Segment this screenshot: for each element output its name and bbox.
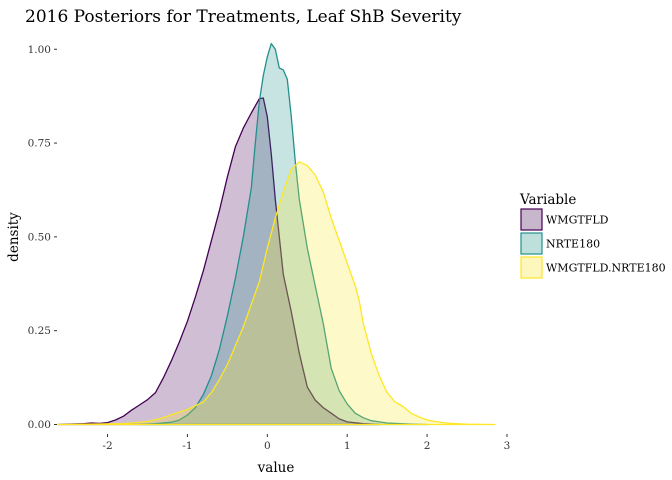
x-tick-label: -1 [182,440,192,452]
chart-title: 2016 Posteriors for Treatments, Leaf ShB… [25,7,462,27]
x-tick-label: 1 [344,440,351,452]
x-axis-label: value [257,460,295,476]
x-tick-label: 3 [504,440,511,452]
legend-label-2: NRTE180 [546,238,600,251]
y-axis-label: density [6,212,22,262]
x-tick-label: -2 [102,440,112,452]
legend-title: Variable [519,192,576,208]
legend-swatch-3 [520,256,543,279]
y-axis: 0.00 0.25 0.50 0.75 1.00 [28,44,57,431]
density-area-1 [57,97,380,426]
plot-area [57,42,496,426]
density-area-3 [57,161,496,426]
legend-swatch-2 [520,232,543,255]
y-tick-label: 1.00 [28,44,51,56]
y-tick-label: 0.75 [28,138,51,150]
y-tick-label: 0.00 [28,419,51,431]
density-area-2 [138,42,428,426]
legend-label-1: WMGTFLD [546,214,609,227]
y-tick-label: 0.50 [28,231,51,243]
x-tick-label: 2 [424,440,431,452]
x-tick-label: 0 [264,440,271,452]
legend-swatch-1 [520,208,543,231]
y-tick-label: 0.25 [28,325,51,337]
x-axis: -2 -1 0 1 2 3 [102,434,510,452]
legend-label-3: WMGTFLD.NRTE180 [546,262,666,275]
legend: Variable WMGTFLD NRTE180 WMGTFLD.NRTE180 [519,192,666,279]
